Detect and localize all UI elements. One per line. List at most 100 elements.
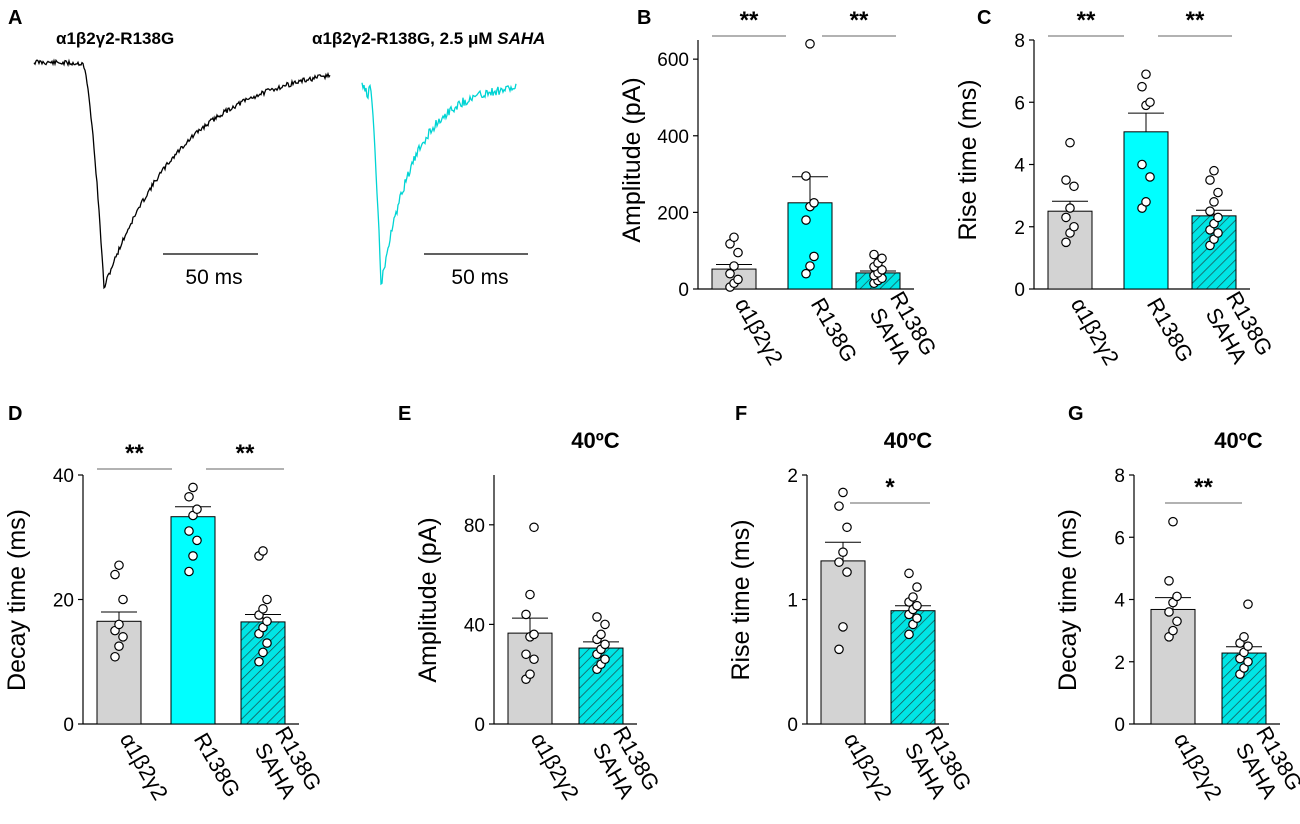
data-point [877, 265, 887, 275]
data-point [1141, 69, 1151, 80]
data-point [801, 171, 811, 181]
x-tick-label-group: α1β2γ2 [1066, 294, 1124, 370]
data-point [600, 654, 610, 665]
data-point [525, 589, 535, 600]
y-tick-label: 4 [1114, 591, 1125, 612]
y-tick-label: 0 [474, 715, 485, 736]
x-tick-label: R138G [189, 729, 246, 802]
data-point [904, 629, 914, 640]
data-point [262, 594, 272, 605]
y-tick-label: 0 [1014, 280, 1025, 301]
y-tick-label: 40 [53, 466, 74, 487]
data-point [1061, 237, 1071, 248]
y-tick-label: 80 [464, 516, 485, 537]
data-point [729, 232, 739, 243]
data-point [110, 651, 120, 662]
current-trace-control [33, 58, 331, 290]
chart-title: 40ºC [1214, 428, 1263, 453]
data-point [725, 268, 735, 279]
current-trace-saha [361, 82, 517, 286]
y-tick-label: 1 [787, 591, 798, 612]
data-point [258, 647, 268, 658]
trace-right-title-italic: SAHA [497, 29, 545, 48]
data-point [801, 268, 811, 279]
y-tick-label: 8 [1014, 31, 1025, 52]
significance-label: ** [1186, 7, 1205, 34]
x-tick-label-group: R138G [1142, 294, 1199, 367]
significance-label: ** [125, 440, 144, 467]
panel-letter-c: C [977, 7, 991, 29]
data-point [184, 526, 194, 536]
y-tick-label: 20 [53, 591, 74, 612]
data-point [592, 612, 602, 622]
y-tick-label: 0 [63, 715, 74, 736]
panel-letter-d: D [8, 403, 22, 425]
x-tick-label: R138G [806, 294, 863, 367]
x-tick-label: α1β2γ2 [1066, 294, 1124, 370]
chart-b: B 0 200 400 600 Amplitude (pA) ** ** α1β2γ2 R138G… [618, 7, 942, 370]
data-point [834, 644, 844, 655]
x-tick-label: α1β2γ2 [730, 294, 788, 370]
data-point [1213, 228, 1223, 238]
panel-letter-f: F [735, 403, 747, 425]
data-point [1061, 175, 1071, 185]
data-point [1239, 632, 1249, 642]
x-tick-label-group: α1β2γ2 [1169, 729, 1227, 805]
chart-c: C 0 2 4 6 8 Rise time (ms) ** ** α1β2γ2 R138G R138G… [954, 7, 1278, 370]
data-point [184, 491, 194, 502]
data-point [838, 547, 848, 557]
y-axis-label: Amplitude (pA) [618, 77, 646, 242]
significance-label: ** [850, 7, 869, 34]
significance-label: * [885, 474, 895, 501]
bar-d-2 [240, 621, 286, 725]
y-tick-label: 40 [464, 615, 485, 636]
data-point [529, 654, 539, 665]
data-point [1209, 165, 1219, 176]
x-tick-label-group: R138G [189, 729, 246, 802]
y-tick-label: 8 [1114, 466, 1125, 487]
y-tick-label: 6 [1114, 528, 1125, 549]
data-point [904, 568, 914, 579]
data-point [600, 639, 610, 650]
x-tick-label: α1β2γ2 [1169, 729, 1227, 805]
x-tick-label-group: α1β2γ2 [839, 729, 897, 805]
data-point [1243, 641, 1253, 651]
data-point [1137, 81, 1147, 92]
data-point [118, 632, 128, 642]
data-point [838, 487, 848, 498]
y-tick-label: 4 [1014, 156, 1025, 177]
data-point [600, 619, 610, 630]
data-point [188, 482, 198, 493]
data-point [809, 198, 819, 208]
data-point [801, 215, 811, 225]
y-axis-label: Decay time (ms) [3, 509, 31, 691]
x-tick-label-group: R138G [806, 294, 863, 367]
data-point [192, 535, 202, 546]
data-point [1172, 616, 1182, 627]
y-tick-label: 2 [1014, 218, 1025, 239]
data-point [729, 261, 739, 271]
y-tick-label: 0 [678, 280, 689, 301]
data-point [258, 604, 268, 614]
data-point [262, 616, 272, 627]
data-point [1164, 607, 1174, 617]
x-tick-label-group: α1β2γ2 [115, 729, 173, 805]
data-point [114, 641, 124, 651]
y-axis-label: Decay time (ms) [1054, 509, 1082, 691]
y-tick-label: 600 [657, 50, 689, 71]
chart-d: D 0 20 40 Decay time (ms) ** ** α1β2γ2 R138G R138… [3, 403, 327, 805]
data-point [1205, 206, 1215, 216]
data-point [1145, 172, 1155, 182]
data-point [1065, 137, 1075, 148]
panel-letter-a: A [8, 7, 22, 29]
data-point [838, 622, 848, 632]
data-point [1141, 197, 1151, 207]
data-point [877, 253, 887, 264]
significance-label: ** [1194, 474, 1213, 501]
